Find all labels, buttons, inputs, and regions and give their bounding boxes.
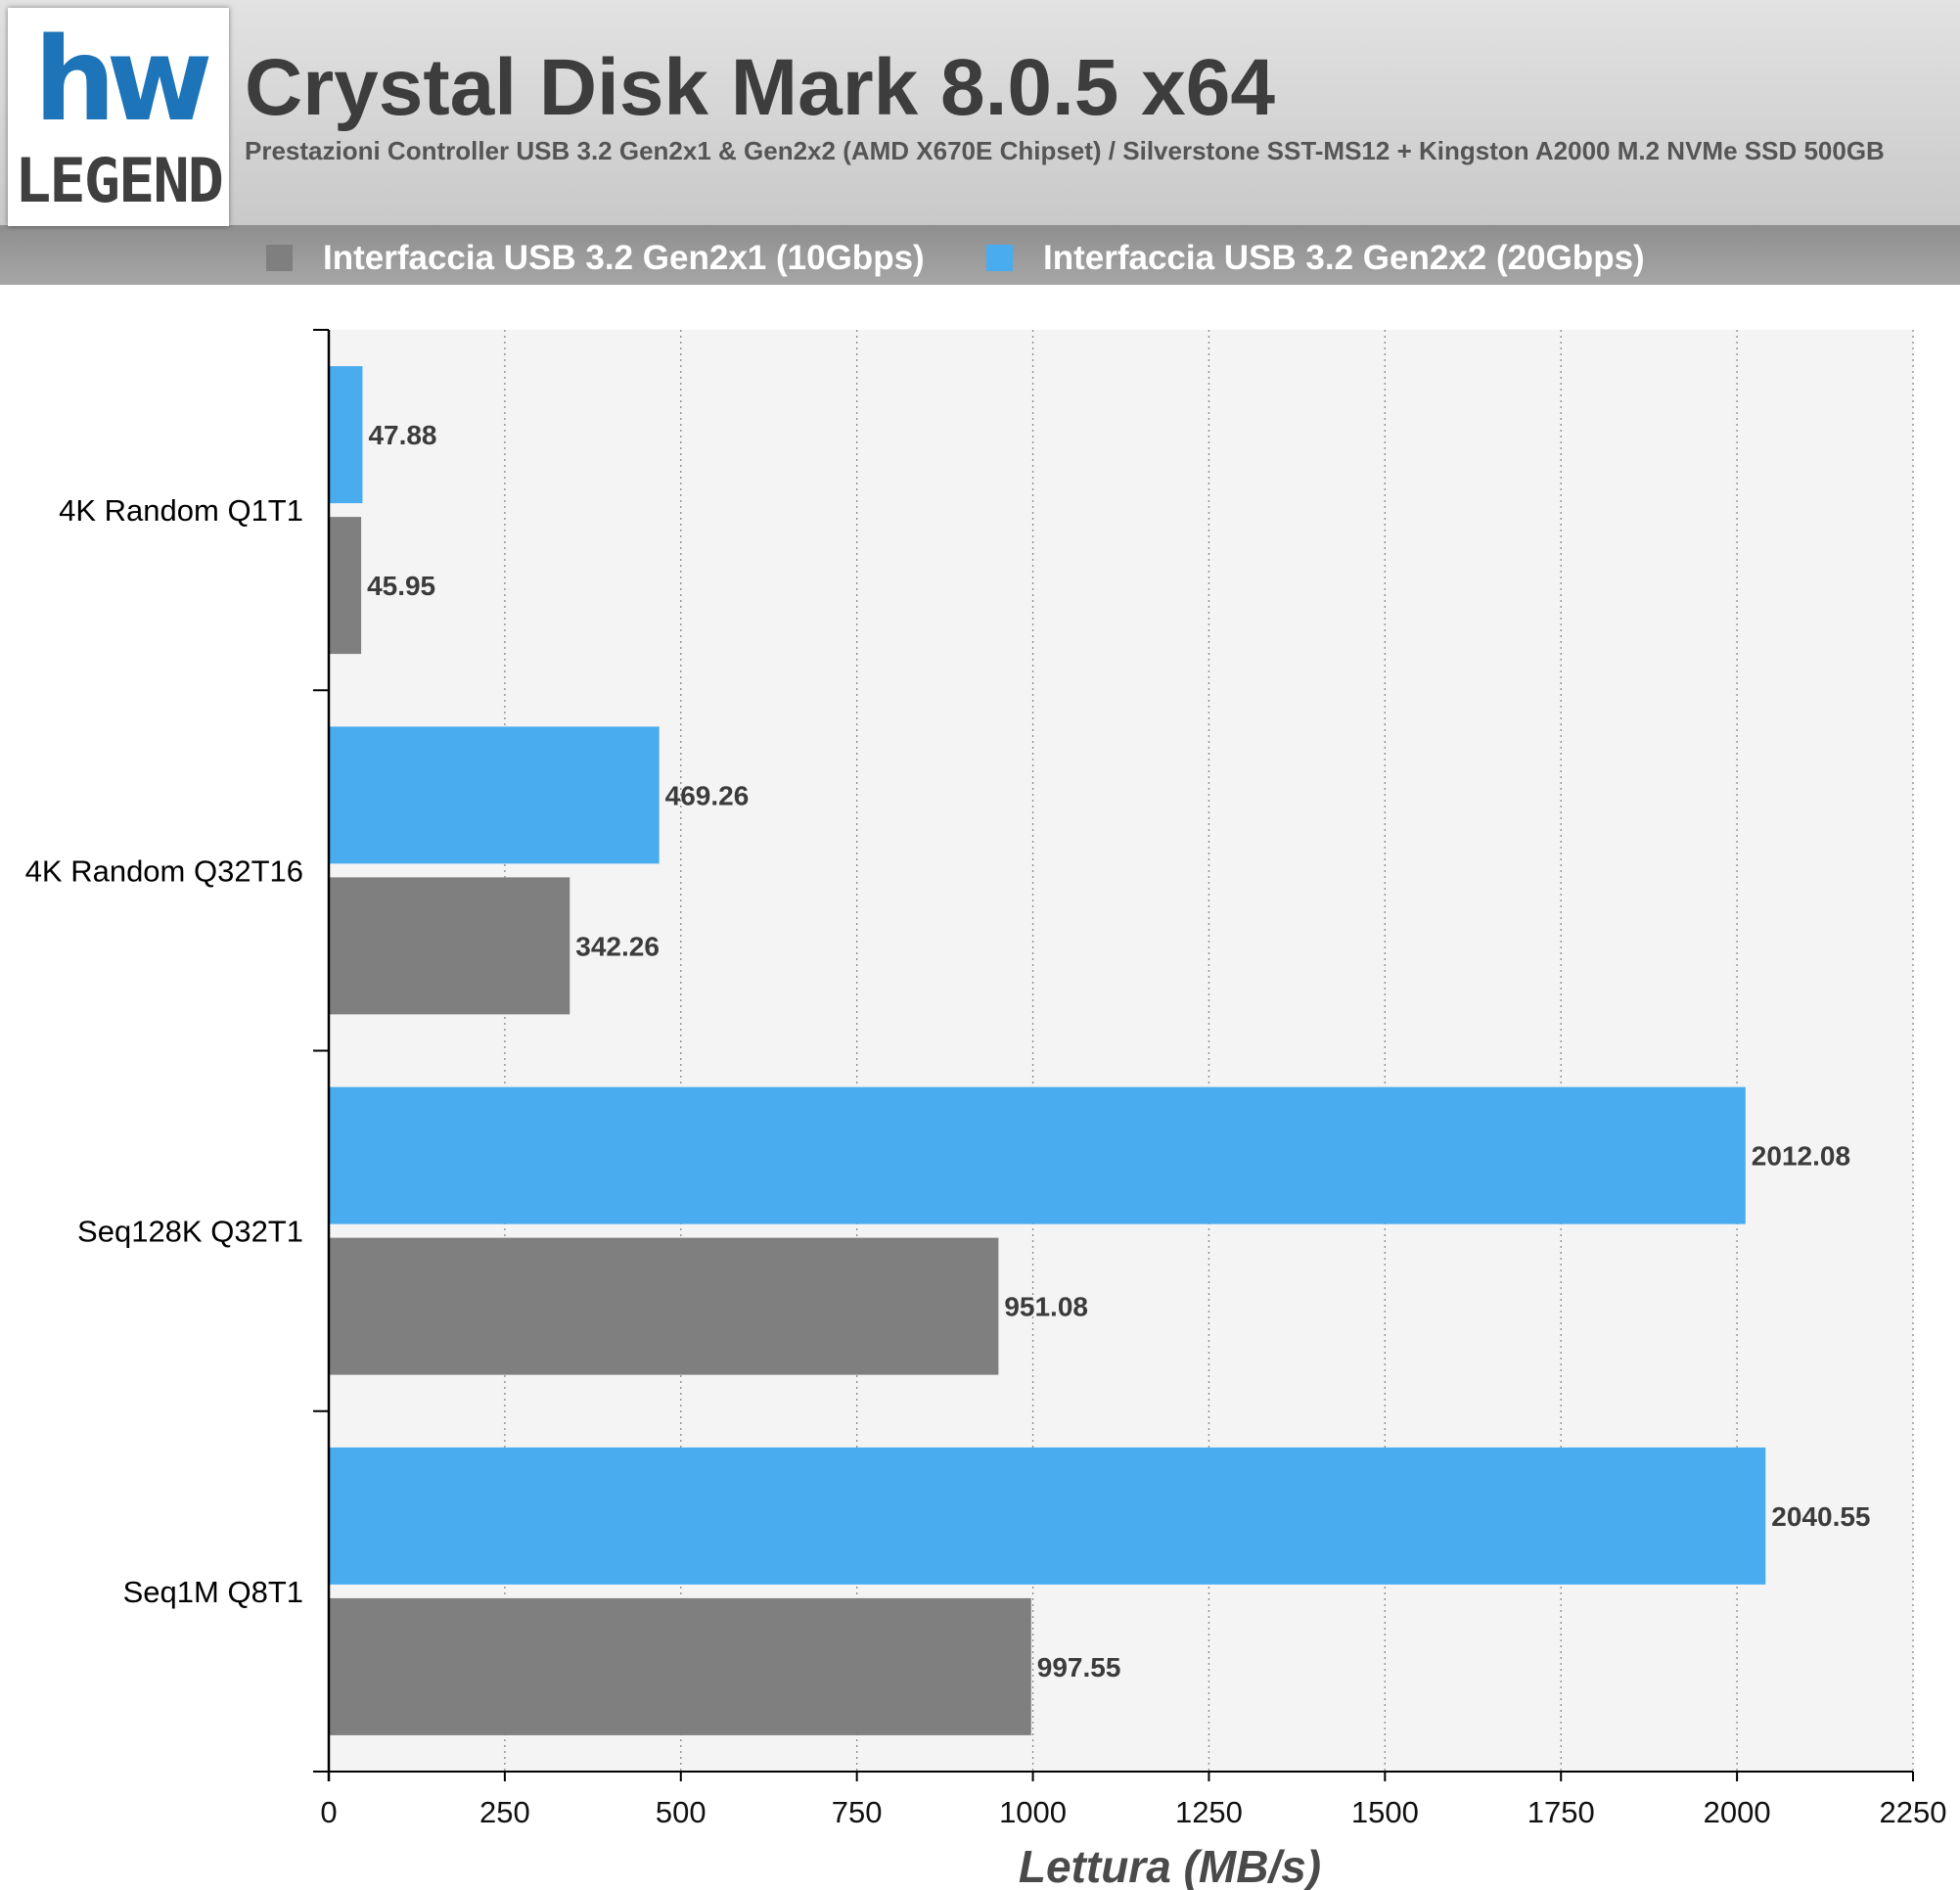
chart-title: Crystal Disk Mark 8.0.5 x64 [245,43,1275,132]
category-label: 4K Random Q32T16 [25,853,303,888]
bar-gen2x2 [329,366,363,504]
x-tick-label: 1250 [1175,1795,1243,1829]
axes [313,329,1913,1781]
legend-label-gen2x1: Interfaccia USB 3.2 Gen2x1 (10Gbps) [323,239,925,277]
bar-gen2x1 [329,1237,999,1375]
x-tick-label: 2000 [1704,1795,1771,1829]
x-axis-title: Lettura (MB/s) [1019,1841,1321,1890]
x-tick-label: 1000 [999,1795,1067,1829]
bar-gen2x2 [329,1447,1766,1585]
bars [329,366,1766,1735]
bar-gen2x1 [329,1597,1031,1735]
x-tick-label: 1500 [1351,1795,1419,1829]
category-labels: 4K Random Q1T1 4K Random Q32T16 Seq128K Q3… [25,493,303,1609]
x-tick-label: 2250 [1880,1795,1947,1829]
bar-gen2x2 [329,1086,1746,1224]
bar-value-label: 951.08 [1004,1292,1088,1322]
logo-mark: hw [33,12,212,147]
logo-wordmark: LEGEND [15,145,224,216]
x-tick-label: 750 [832,1795,883,1829]
bar-value-label: 2012.08 [1752,1141,1850,1172]
x-tick-label: 1750 [1527,1795,1595,1829]
category-label: Seq128K Q32T1 [77,1215,303,1249]
bar-gen2x1 [329,517,362,655]
x-tick-label: 500 [656,1795,707,1829]
bar-value-label: 45.95 [367,571,435,601]
bar-value-label: 997.55 [1037,1652,1121,1683]
category-label: Seq1M Q8T1 [123,1575,303,1609]
legend-label-gen2x2: Interfaccia USB 3.2 Gen2x2 (20Gbps) [1043,239,1645,277]
bar-gen2x1 [329,877,570,1015]
legend-swatch-gen2x2 [986,245,1013,271]
category-label: 4K Random Q1T1 [59,493,303,528]
value-labels: 47.88 45.95 469.26 342.26 2012.08 951.08 2040.… [367,420,1870,1683]
bar-value-label: 469.26 [665,780,750,810]
grid-lines [328,330,1914,1781]
x-tick-label: 250 [479,1795,530,1829]
x-tick-labels: 0 250 500 750 1000 1250 1500 1750 2000 2250 [320,1795,1946,1829]
bar-value-label: 2040.55 [1771,1501,1870,1532]
bar-gen2x2 [329,726,660,864]
x-tick-label: 0 [320,1795,337,1829]
chart-legend: Interfaccia USB 3.2 Gen2x1 (10Gbps) Inte… [0,225,1960,285]
chart-subtitle: Prestazioni Controller USB 3.2 Gen2x1 & … [245,136,1885,165]
chart-header: Crystal Disk Mark 8.0.5 x64 Prestazioni … [0,0,1960,226]
bar-value-label: 47.88 [368,420,436,450]
hwlegend-logo: hw LEGEND [8,8,229,226]
legend-swatch-gen2x1 [266,245,293,271]
bar-value-label: 342.26 [575,931,660,961]
